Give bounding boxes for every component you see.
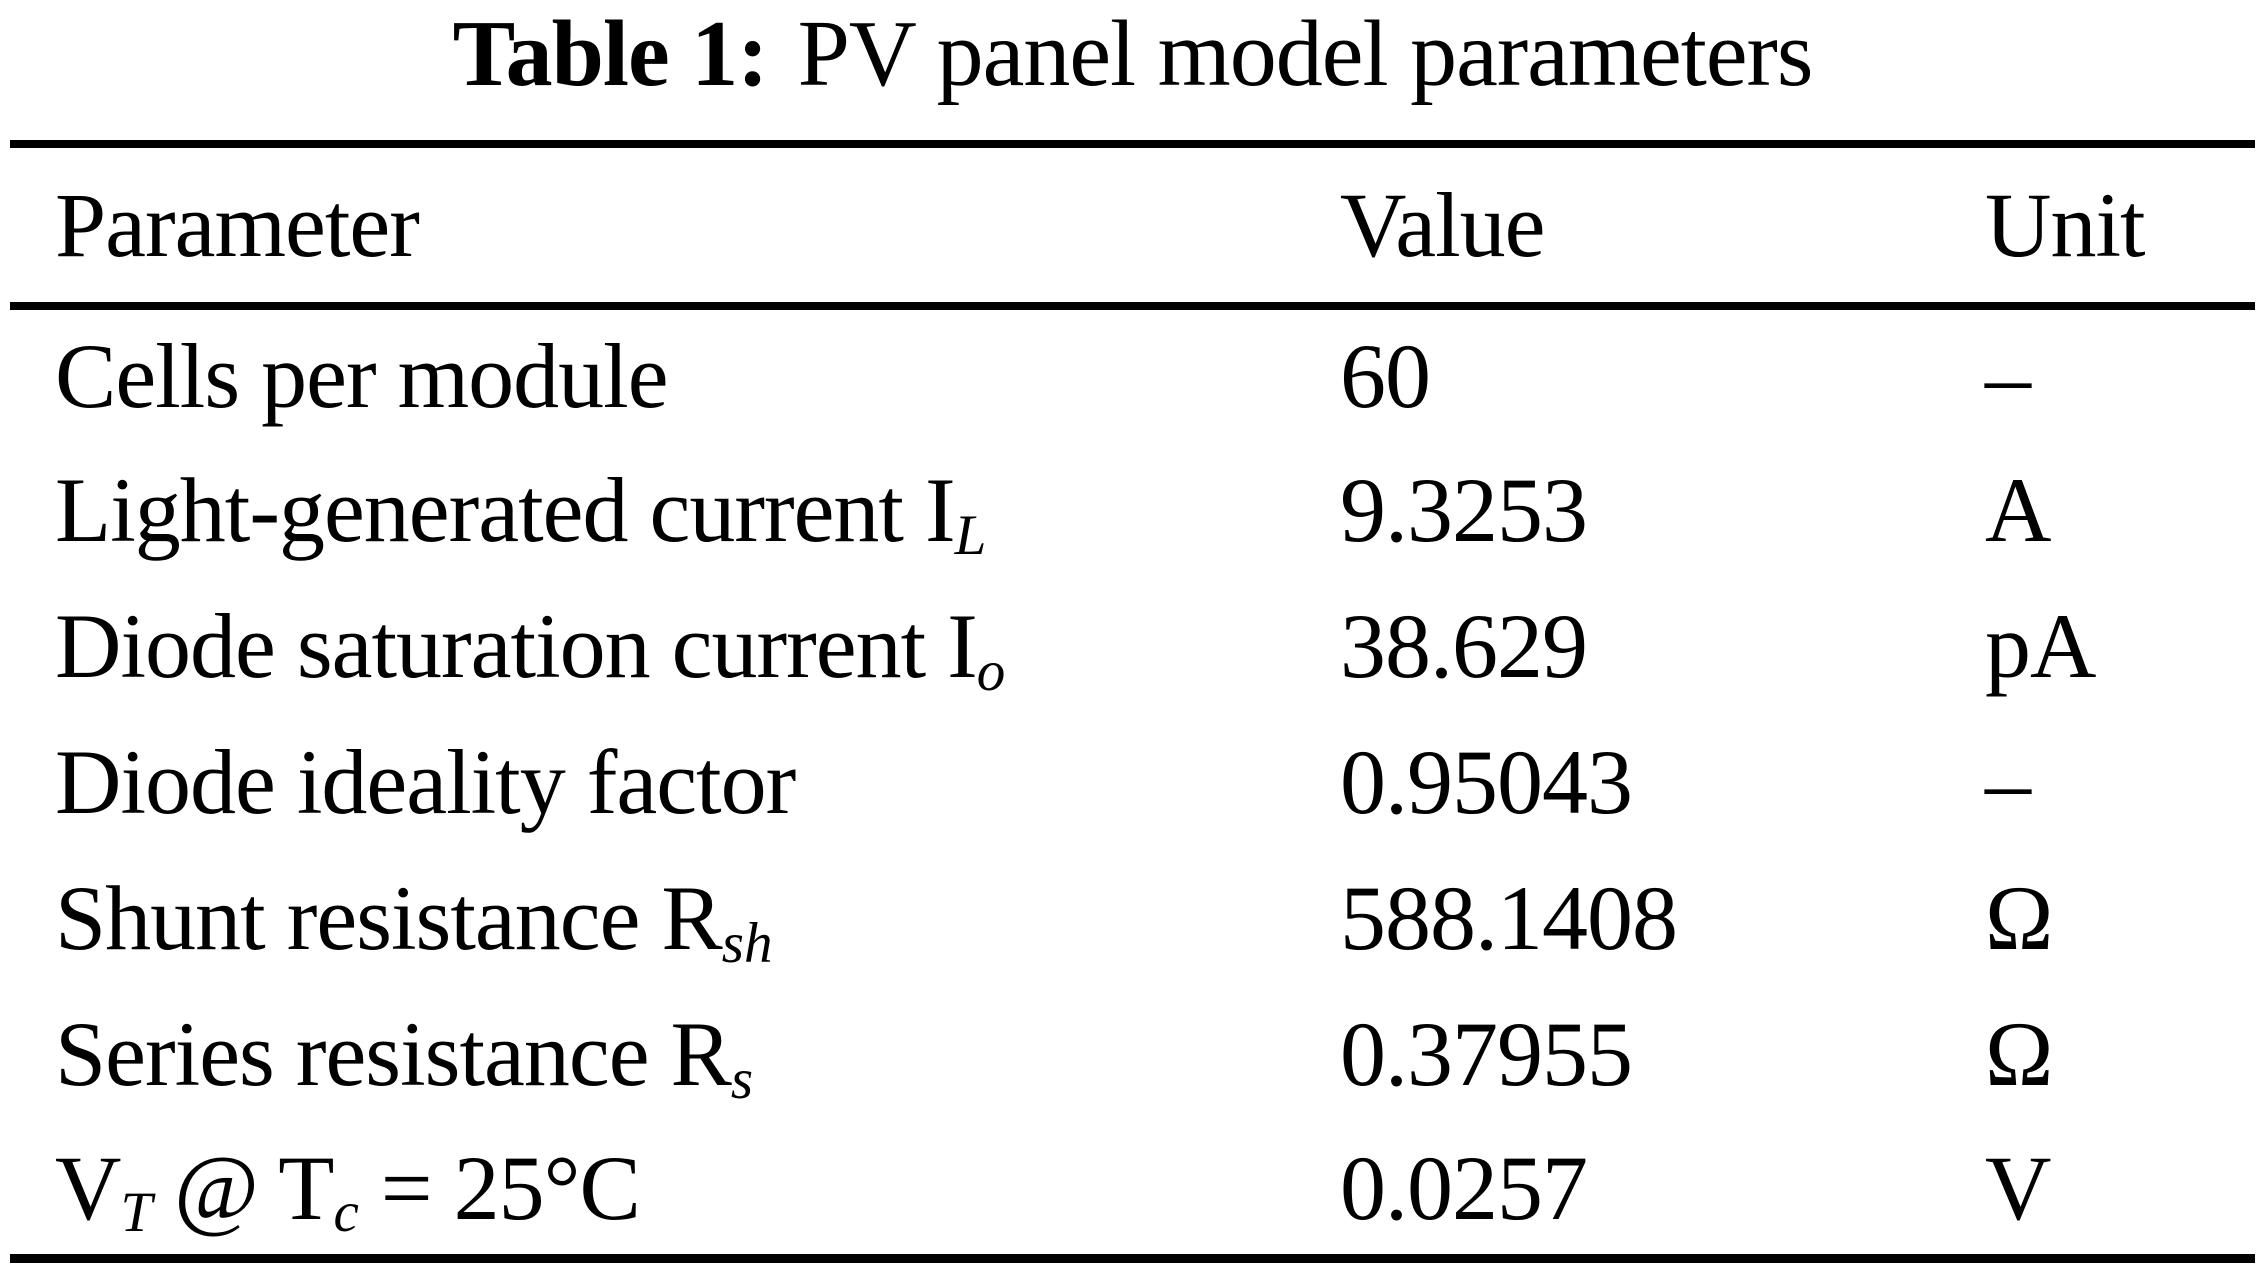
- unit-cell: pA: [1985, 595, 2096, 697]
- value-cell: 0.37955: [1340, 1003, 1633, 1105]
- value-cell: 588.1408: [1340, 867, 1678, 969]
- column-header-unit: Unit: [1985, 174, 2146, 276]
- value-cell: 9.3253: [1340, 459, 1588, 561]
- table-row: Cells per module 60 –: [10, 306, 2255, 442]
- parameter-subscript: c: [333, 1181, 359, 1245]
- parameter-cell: Series resistance Rs: [55, 1003, 754, 1111]
- table-row: Diode saturation current Io 38.629 pA: [10, 578, 2255, 714]
- column-header-value: Value: [1340, 174, 1545, 276]
- table-caption-label: Table 1:: [452, 2, 769, 106]
- unit-cell: –: [1985, 731, 2031, 833]
- table-caption: Table 1: PV panel model parameters: [0, 0, 2265, 140]
- parameter-cell: Cells per module: [55, 325, 669, 427]
- unit-cell: V: [1985, 1136, 2051, 1239]
- table-row: Shunt resistance Rsh 588.1408 Ω: [10, 850, 2255, 986]
- pv-parameters-table: Parameter Value Unit Cells per module 60 –…: [10, 140, 2255, 1263]
- parameter-subscript: s: [730, 1047, 754, 1111]
- parameter-subscript: sh: [721, 911, 773, 975]
- table-caption-title: PV panel model parameters: [797, 2, 1814, 106]
- value-cell: 0.0257: [1340, 1136, 1588, 1239]
- table-row: Series resistance Rs 0.37955 Ω: [10, 986, 2255, 1122]
- value-cell: 0.95043: [1340, 731, 1633, 833]
- parameter-subscript: L: [954, 503, 987, 567]
- table-row: Light-generated current IL 9.3253 A: [10, 442, 2255, 578]
- header-row: Parameter Value Unit: [10, 144, 2255, 306]
- value-cell: 60: [1340, 325, 1431, 427]
- parameter-cell: Diode saturation current Io: [55, 595, 1006, 703]
- parameter-cell: Light-generated current IL: [55, 459, 987, 567]
- parameter-cell: Shunt resistance Rsh: [55, 867, 773, 975]
- parameter-subscript: T: [120, 1181, 153, 1245]
- unit-cell: Ω: [1985, 1003, 2053, 1105]
- column-header-parameter: Parameter: [55, 174, 420, 276]
- table-header: Parameter Value Unit: [10, 144, 2255, 306]
- parameter-cell: Diode ideality factor: [55, 731, 796, 833]
- table-row: VT @ Tc = 25°C 0.0257 V: [10, 1122, 2255, 1258]
- unit-cell: –: [1985, 325, 2031, 427]
- table-body: Cells per module 60 – Light-generated curre…: [10, 306, 2255, 1258]
- unit-cell: A: [1985, 459, 2051, 561]
- parameter-cell: VT @ Tc = 25°C: [55, 1136, 641, 1245]
- parameter-subscript: o: [976, 639, 1006, 703]
- unit-cell: Ω: [1985, 867, 2053, 969]
- table-row: Diode ideality factor 0.95043 –: [10, 714, 2255, 850]
- value-cell: 38.629: [1340, 595, 1588, 697]
